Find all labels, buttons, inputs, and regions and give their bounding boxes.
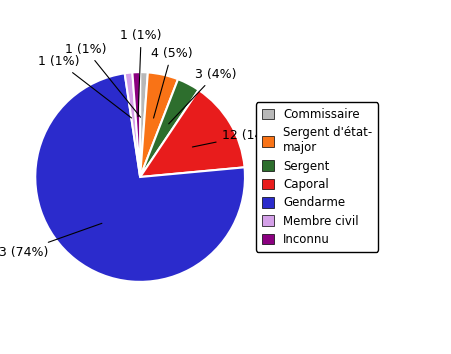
Wedge shape [140, 79, 198, 177]
Text: 1 (1%): 1 (1%) [37, 55, 131, 118]
Text: 3 (4%): 3 (4%) [168, 68, 236, 124]
Wedge shape [35, 73, 244, 282]
Wedge shape [140, 72, 147, 177]
Legend: Commissaire, Sergent d'état-
major, Sergent, Caporal, Gendarme, Membre civil, In: Commissaire, Sergent d'état- major, Serg… [256, 102, 377, 252]
Text: 4 (5%): 4 (5%) [151, 47, 192, 118]
Wedge shape [132, 72, 140, 177]
Wedge shape [124, 73, 140, 177]
Wedge shape [140, 73, 178, 177]
Text: 1 (1%): 1 (1%) [120, 29, 161, 116]
Text: 63 (74%): 63 (74%) [0, 223, 101, 259]
Wedge shape [140, 90, 244, 177]
Text: 12 (14%): 12 (14%) [192, 129, 278, 147]
Text: 1 (1%): 1 (1%) [64, 42, 140, 117]
